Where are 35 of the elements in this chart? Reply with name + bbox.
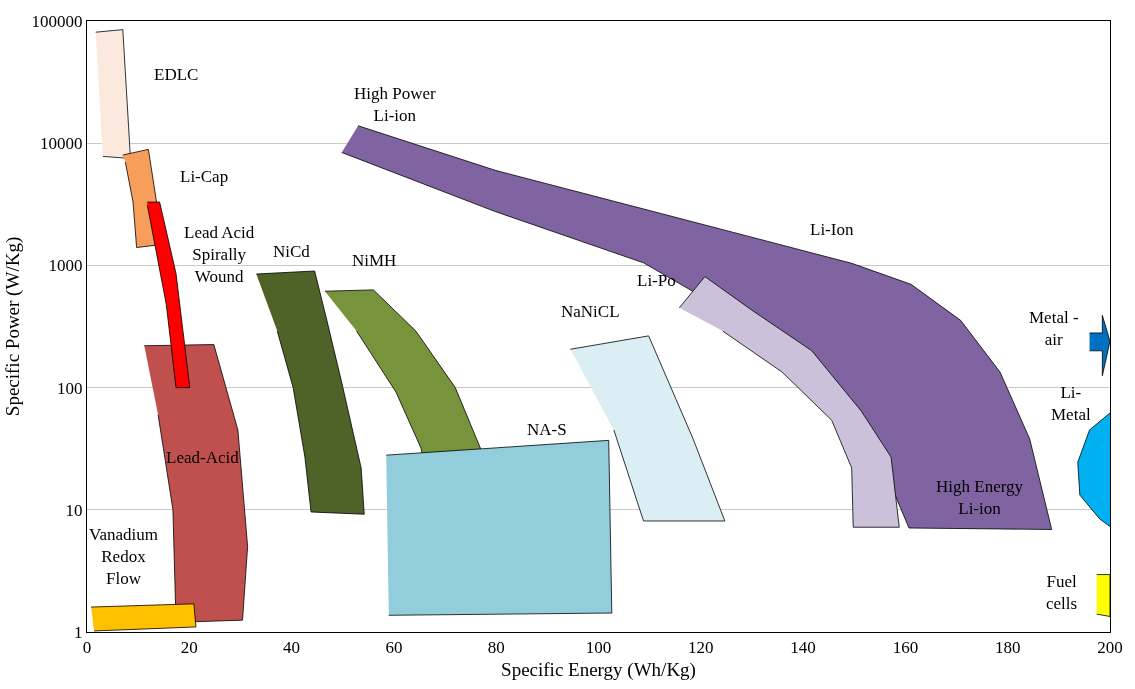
series-label: NiCd [273, 242, 311, 261]
x-tick-label: 80 [487, 638, 505, 658]
annotation: High Energy Li-ion [936, 477, 1024, 519]
x-tick-label: 100 [585, 638, 612, 658]
series-label: Li- Metal [1051, 383, 1091, 425]
y-tick-label: 100000 [31, 11, 83, 31]
series-label: Vanadium Redox Flow [89, 525, 158, 589]
y-tick-label: 10000 [40, 134, 83, 154]
series-label: Lead-Acid [166, 448, 240, 467]
y-tick-label: 1000 [48, 256, 83, 276]
x-tick-label: 60 [385, 638, 403, 658]
y-tick-label: 100 [57, 378, 83, 398]
x-tick-label: 20 [180, 638, 198, 658]
series-label: Li-Po [637, 271, 676, 290]
series-label: Fuel cells [1046, 572, 1078, 614]
series-label: Metal - air [1029, 308, 1079, 350]
y-tick-label: 10 [65, 500, 83, 520]
x-tick-label: 40 [283, 638, 301, 658]
x-axis-title: Specific Energy (Wh/Kg) [501, 659, 696, 682]
series-label: NiMH [352, 251, 397, 270]
y-tick-label: 1 [74, 622, 83, 642]
y-axis-title: Specific Power (W/Kg) [2, 236, 25, 417]
series-label: EDLC [154, 65, 199, 84]
series-label: Lead Acid Spirally Wound [184, 223, 255, 287]
series-label: Li-Ion [810, 220, 854, 239]
series-label: Li-Cap [180, 167, 229, 186]
x-tick-label: 0 [82, 638, 92, 658]
series-label: NaNiCL [561, 302, 620, 321]
x-tick-label: 200 [1097, 638, 1123, 658]
x-tick-label: 140 [790, 638, 816, 658]
series-label: NA-S [527, 420, 567, 439]
x-tick-label: 180 [994, 638, 1021, 658]
x-tick-label: 120 [688, 638, 714, 658]
x-tick-label: 160 [892, 638, 919, 658]
annotation: High Power Li-ion [354, 84, 437, 126]
